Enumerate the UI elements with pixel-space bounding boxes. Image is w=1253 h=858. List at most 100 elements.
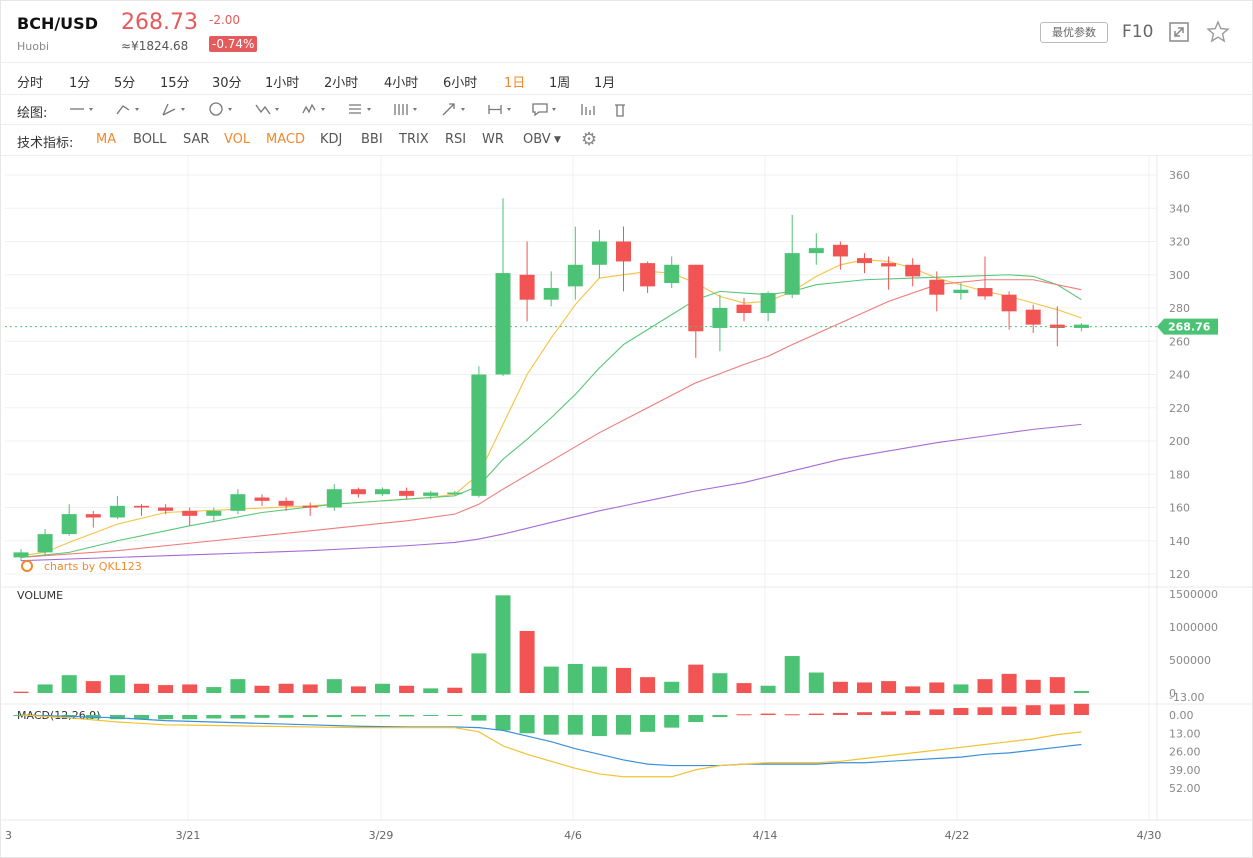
volume-tick-label: 1500000 [1169,588,1218,601]
macd-histogram-bar [616,715,631,735]
volume-bar [1025,679,1041,693]
volume-bar [616,667,631,693]
timeframe-7[interactable]: 4小时 [384,76,419,91]
macd-histogram-bar [929,709,945,715]
pattern-tool-icon[interactable] [300,101,330,122]
candle-body [857,258,872,264]
macd-histogram-bar [543,715,559,735]
volume-bar [61,675,77,693]
timeframe-8[interactable]: 6小时 [443,76,478,91]
settings-gear-icon[interactable]: ⚙ [581,129,598,150]
volume-bar [37,684,53,693]
indicator-more-caret-icon[interactable]: ▼ [554,135,561,145]
macd-histogram-bar [736,714,752,716]
indicator-sar[interactable]: SAR [183,132,210,147]
macd-tick-label: -13.00 [1169,691,1204,704]
note-tool-icon[interactable] [531,101,561,122]
ray-tool-icon[interactable] [114,101,144,122]
candle-body [182,510,198,516]
optimal-params-button[interactable]: 最优参数 [1040,22,1108,43]
indicator-ma[interactable]: MA [96,132,117,147]
candle-body [13,552,29,558]
price-tick-label: 180 [1169,468,1190,481]
volume-tick-label: 500000 [1169,654,1211,667]
candle-body [929,279,945,295]
candle-body [302,505,318,508]
candle-body [905,264,921,277]
line-tool-icon[interactable] [68,101,98,122]
timeframe-9[interactable]: 1日 [504,76,526,91]
indicator-bbi[interactable]: BBI [361,132,383,147]
arrow-tool-icon[interactable] [440,101,470,122]
candle-body [712,308,728,328]
macd-histogram-bar [375,715,390,717]
indicator-trix[interactable]: TRIX [399,132,429,147]
timeframe-0[interactable]: 分时 [17,76,44,91]
date-tick-label: 4/6 [564,829,582,842]
candle-body [85,514,101,518]
indicator-wr[interactable]: WR [482,132,504,147]
timeframe-4[interactable]: 30分 [212,76,242,91]
price-change-pct: -0.74% [209,36,258,52]
candle-body [471,374,487,496]
star-icon[interactable] [1206,20,1230,48]
channel-tool-icon[interactable] [160,101,190,122]
indicator-obv[interactable]: OBV [523,132,551,147]
macd-histogram-bar [447,715,463,716]
candle-body [881,263,897,267]
price-chart[interactable]: 120 140 160 180 200 220 240 260 280 300 320 340 360 2… [0,155,1253,855]
volume-bar [182,684,198,693]
candle-body [784,253,800,295]
fib-tool-icon[interactable] [346,101,376,122]
wave-tool-icon[interactable] [254,101,284,122]
shape-tool-icon[interactable] [207,101,237,122]
macd-tick-label: 39.00 [1169,764,1201,777]
macd-histogram-bar [206,715,222,719]
f10-button[interactable]: F10 [1122,22,1154,42]
candle-body [1001,294,1017,312]
volume-bar [471,653,487,693]
gann-tool-icon[interactable] [392,101,422,122]
macd-histogram-bar [109,715,125,720]
timeframe-3[interactable]: 15分 [160,76,190,91]
macd-histogram-bar [230,715,246,719]
delete-tool-icon[interactable] [611,101,629,122]
candle-body [37,534,53,553]
macd-histogram-bar [760,713,776,715]
candle-body [495,273,511,375]
volume-bar [1049,677,1065,693]
indicator-vol[interactable]: VOL [224,132,251,147]
watermark-text: charts by QKL123 [44,560,142,573]
volume-bar [881,681,897,693]
range-tool-icon[interactable] [486,101,516,122]
macd-histogram-bar [977,707,993,715]
volume-bar [857,682,872,693]
macd-histogram-bar [471,715,487,721]
timeframe-2[interactable]: 5分 [114,76,136,91]
indicator-label: 技术指标: [17,136,74,151]
macd-histogram-bar [495,715,511,731]
timeframe-11[interactable]: 1月 [594,76,616,91]
indicator-boll[interactable]: BOLL [133,132,167,147]
volume-bar [158,685,174,693]
timeframe-1[interactable]: 1分 [69,76,91,91]
indicator-kdj[interactable]: KDJ [320,132,343,147]
macd-histogram-bar [350,715,366,717]
timeframe-5[interactable]: 1小时 [265,76,300,91]
timeframe-10[interactable]: 1周 [549,76,571,91]
indicator-bar: 技术指标: MA BOLL SAR VOL MACD KDJ BBI TRIX RSI WR OBV… [0,124,1253,156]
candle-body [567,264,583,287]
volume-bar [760,685,776,693]
timeframe-6[interactable]: 2小时 [324,76,359,91]
macd-histogram-bar [302,715,318,718]
macd-tick-label: 52.00 [1169,782,1201,795]
macd-histogram-bar [664,715,680,728]
expand-icon[interactable] [1168,21,1190,47]
last-price: 268.73 [121,10,198,35]
indicator-macd[interactable]: MACD [266,132,305,147]
indicator-rsi[interactable]: RSI [445,132,467,147]
volume-bar [206,687,222,693]
ma-line-1 [20,274,1082,558]
candle-body [543,288,559,300]
layout-tool-icon[interactable] [579,101,597,122]
